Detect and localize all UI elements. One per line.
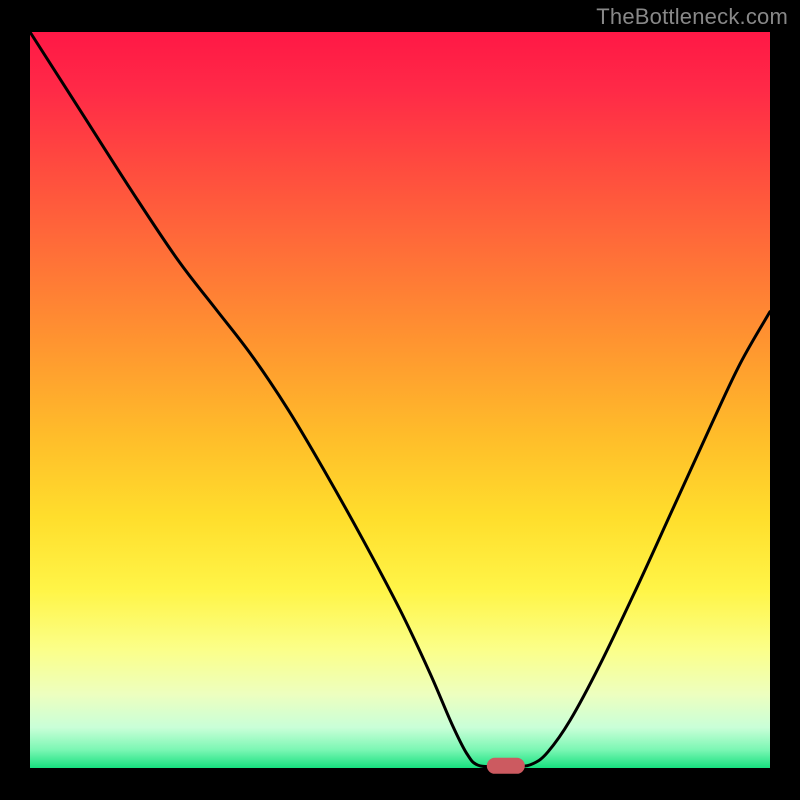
chart-canvas: TheBottleneck.com — [0, 0, 800, 800]
gradient-background — [30, 32, 770, 768]
valley-marker — [487, 758, 525, 774]
bottleneck-chart — [0, 0, 800, 800]
watermark-text: TheBottleneck.com — [596, 4, 788, 30]
